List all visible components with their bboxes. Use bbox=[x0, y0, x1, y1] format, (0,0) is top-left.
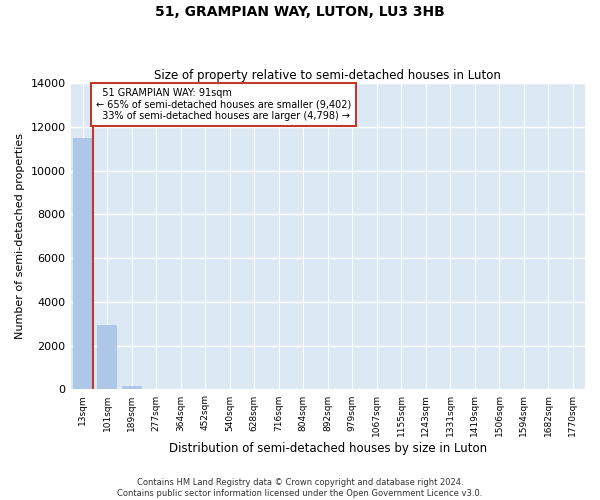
Title: Size of property relative to semi-detached houses in Luton: Size of property relative to semi-detach… bbox=[154, 69, 501, 82]
Text: 51, GRAMPIAN WAY, LUTON, LU3 3HB: 51, GRAMPIAN WAY, LUTON, LU3 3HB bbox=[155, 5, 445, 19]
Bar bbox=[97, 325, 117, 390]
Text: 51 GRAMPIAN WAY: 91sqm
← 65% of semi-detached houses are smaller (9,402)
  33% o: 51 GRAMPIAN WAY: 91sqm ← 65% of semi-det… bbox=[96, 88, 352, 120]
X-axis label: Distribution of semi-detached houses by size in Luton: Distribution of semi-detached houses by … bbox=[169, 442, 487, 455]
Bar bbox=[122, 386, 142, 390]
Bar bbox=[73, 138, 92, 390]
Text: Contains HM Land Registry data © Crown copyright and database right 2024.
Contai: Contains HM Land Registry data © Crown c… bbox=[118, 478, 482, 498]
Y-axis label: Number of semi-detached properties: Number of semi-detached properties bbox=[15, 134, 25, 340]
